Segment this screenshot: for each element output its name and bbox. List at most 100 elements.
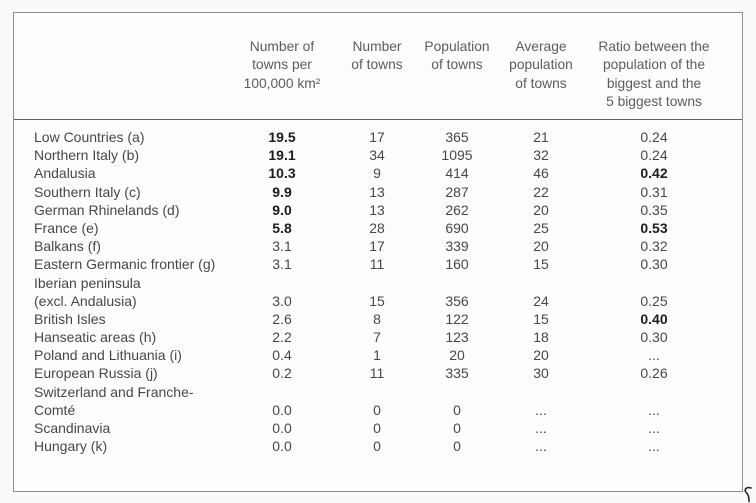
column-header-population-of-towns: Population of towns: [424, 39, 490, 73]
table-header: Number of towns per 100,000 km² Number o…: [14, 13, 742, 120]
column-header-towns-per-100000-km2: Number of towns per 100,000 km²: [243, 39, 321, 91]
cell-population-of-towns: 365: [445, 129, 469, 145]
table-row: Iberian peninsula: [14, 274, 742, 292]
row-label: Switzerland and Franche-: [34, 383, 194, 400]
cell-number-of-towns: 9: [373, 165, 381, 182]
cell-ratio: 0.24: [640, 129, 668, 145]
cell-population-of-towns: 339: [445, 238, 469, 255]
table-body: Low Countries (a) 19.5 17 365 21 0.24 No…: [14, 120, 742, 455]
table-row: German Rhinelands (d) 9.0 13 262 20 0.35: [14, 201, 742, 219]
cell-towns-per-100000-km2: 0.4: [272, 347, 292, 364]
row-label: Andalusia: [34, 165, 96, 182]
cell-ratio: 0.30: [640, 256, 668, 273]
row-label: Iberian peninsula: [34, 274, 141, 291]
row-label: Poland and Lithuania (i): [34, 347, 182, 364]
cell-towns-per-100000-km2: 0.0: [272, 438, 292, 455]
column-header-ratio-biggest-towns: Ratio between the population of the bigg…: [598, 39, 710, 110]
cell-population-of-towns: 690: [445, 219, 469, 236]
table-row: Comté 0.0 0 0 ... ...: [14, 401, 742, 419]
cell-ratio: 0.30: [640, 329, 668, 346]
cell-number-of-towns: 17: [369, 129, 385, 145]
cell-average-population: ...: [535, 438, 547, 455]
cell-number-of-towns: 15: [369, 292, 385, 309]
cell-ratio: 0.40: [640, 310, 668, 327]
cell-average-population: 46: [533, 165, 549, 182]
stray-ink-mark: [744, 486, 752, 503]
cell-towns-per-100000-km2: 19.1: [268, 147, 296, 164]
cell-ratio: 0.42: [640, 165, 668, 182]
cell-population-of-towns: 1095: [441, 147, 473, 164]
row-label: Hanseatic areas (h): [34, 329, 157, 346]
cell-average-population: 22: [533, 183, 549, 200]
cell-towns-per-100000-km2: 0.2: [272, 365, 292, 382]
row-label: European Russia (j): [34, 365, 158, 382]
cell-ratio: 0.31: [640, 183, 668, 200]
cell-number-of-towns: 11: [369, 256, 385, 273]
table-row: Low Countries (a) 19.5 17 365 21 0.24: [14, 128, 742, 146]
cell-ratio: ...: [648, 438, 660, 455]
cell-number-of-towns: 34: [369, 147, 385, 164]
table-row: France (e) 5.8 28 690 25 0.53: [14, 219, 742, 237]
cell-number-of-towns: 11: [369, 365, 385, 382]
cell-number-of-towns: 7: [373, 329, 381, 346]
cell-ratio: ...: [648, 401, 660, 418]
row-label: German Rhinelands (d): [34, 201, 180, 218]
cell-average-population: 24: [533, 292, 549, 309]
cell-average-population: 30: [533, 365, 549, 382]
cell-towns-per-100000-km2: 3.1: [272, 238, 292, 255]
cell-average-population: 18: [533, 329, 549, 346]
cell-towns-per-100000-km2: 0.0: [272, 401, 292, 418]
cell-towns-per-100000-km2: 2.6: [272, 310, 292, 327]
cell-average-population: 25: [533, 219, 549, 236]
row-label: Comté: [34, 401, 76, 418]
table-row: (excl. Andalusia) 3.0 15 356 24 0.25: [14, 292, 742, 310]
cell-average-population: ...: [535, 401, 547, 418]
cell-population-of-towns: 0: [453, 420, 461, 436]
row-label: Low Countries (a): [34, 129, 145, 145]
cell-number-of-towns: 1: [373, 347, 381, 364]
cell-population-of-towns: 123: [445, 329, 469, 346]
table-row: Northern Italy (b) 19.1 34 1095 32 0.24: [14, 146, 742, 164]
cell-population-of-towns: 414: [445, 165, 469, 182]
cell-ratio: 0.24: [640, 147, 668, 164]
cell-population-of-towns: 0: [453, 401, 461, 418]
cell-ratio: 0.25: [640, 292, 668, 309]
cell-number-of-towns: 0: [373, 420, 381, 436]
column-header-number-of-towns: Number of towns: [351, 39, 403, 73]
row-label: France (e): [34, 219, 99, 236]
cell-population-of-towns: 20: [449, 347, 465, 364]
cell-average-population: 21: [533, 129, 549, 145]
row-label: Southern Italy (c): [34, 183, 141, 200]
cell-population-of-towns: 287: [445, 183, 469, 200]
cell-average-population: 32: [533, 147, 549, 164]
table-row: Balkans (f) 3.1 17 339 20 0.32: [14, 237, 742, 255]
table-row: Hungary (k) 0.0 0 0 ... ...: [14, 437, 742, 455]
cell-towns-per-100000-km2: 19.5: [268, 129, 296, 145]
cell-population-of-towns: 335: [445, 365, 469, 382]
cell-towns-per-100000-km2: 3.1: [272, 256, 292, 273]
cell-average-population: 20: [533, 238, 549, 255]
table-row: Andalusia 10.3 9 414 46 0.42: [14, 164, 742, 182]
row-label: Scandinavia: [34, 420, 111, 436]
table-row: Switzerland and Franche-: [14, 383, 742, 401]
cell-population-of-towns: 160: [445, 256, 469, 273]
table-row: Southern Italy (c) 9.9 13 287 22 0.31: [14, 183, 742, 201]
row-label: British Isles: [34, 310, 106, 327]
table-row: British Isles 2.6 8 122 15 0.40: [14, 310, 742, 328]
row-label: Northern Italy (b): [34, 147, 140, 164]
row-label: Balkans (f): [34, 238, 101, 255]
cell-average-population: 20: [533, 201, 549, 218]
cell-population-of-towns: 356: [445, 292, 469, 309]
cell-average-population: 15: [533, 310, 549, 327]
cell-population-of-towns: 0: [453, 438, 461, 455]
cell-number-of-towns: 28: [369, 219, 385, 236]
table-row: Eastern Germanic frontier (g) 3.1 11 160…: [14, 255, 742, 273]
table-row: European Russia (j) 0.2 11 335 30 0.26: [14, 364, 742, 382]
cell-ratio: ...: [648, 347, 660, 364]
cell-number-of-towns: 8: [373, 310, 381, 327]
table-row: Hanseatic areas (h) 2.2 7 123 18 0.30: [14, 328, 742, 346]
cell-number-of-towns: 0: [373, 438, 381, 455]
cell-towns-per-100000-km2: 9.0: [272, 201, 292, 218]
cell-ratio: 0.26: [640, 365, 668, 382]
